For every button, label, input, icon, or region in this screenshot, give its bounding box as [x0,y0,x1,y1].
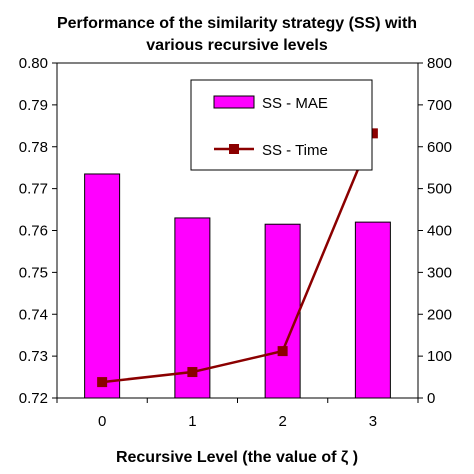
chart-title-line-2: various recursive levels [146,37,328,54]
x-axis-label: Recursive Level (the value of ζ ) [116,449,358,466]
right-tick-label: 700 [427,97,452,114]
right-tick-label: 500 [427,181,452,198]
time-line [101,132,375,384]
right-axis-ticks: 800 700 600 500 400 300 200 100 0 [418,55,452,407]
time-series [97,128,378,388]
left-axis-ticks: 0.80 0.79 0.78 0.77 0.76 0.75 0.74 0.73 0.72 [19,55,57,407]
x-tick-label: 0 [98,413,106,430]
legend-label-mae: SS - MAE [262,95,328,112]
left-tick-label: 0.73 [19,348,48,365]
legend-label-time: SS - Time [262,142,328,159]
right-tick-label: 300 [427,264,452,281]
right-tick-label: 400 [427,223,452,240]
mae-bar [174,217,211,399]
mae-bar [354,221,391,399]
legend-marker-swatch [229,144,239,154]
right-tick-label: 100 [427,348,452,365]
chart-title-line-1: Performance of the similarity strategy (… [57,15,417,32]
left-tick-label: 0.72 [19,390,48,407]
left-tick-label: 0.76 [19,223,48,240]
time-point [97,377,108,388]
x-axis-ticks: 0 1 2 3 [56,398,419,430]
time-point [277,346,288,357]
left-tick-label: 0.74 [19,306,48,323]
legend-bar-swatch [213,95,255,109]
legend-box [190,79,373,171]
plot-frame [56,62,419,399]
x-tick-label: 2 [278,413,286,430]
left-tick-label: 0.80 [19,55,48,72]
x-tick-label: 3 [369,413,377,430]
right-tick-label: 200 [427,306,452,323]
left-tick-label: 0.75 [19,264,48,281]
time-point [187,367,198,378]
x-tick-label: 1 [188,413,196,430]
left-tick-label: 0.78 [19,139,48,156]
right-tick-label: 600 [427,139,452,156]
right-tick-label: 800 [427,55,452,72]
left-tick-label: 0.79 [19,97,48,114]
time-point [367,128,378,139]
left-tick-label: 0.77 [19,181,48,198]
mae-bar [84,173,121,399]
mae-bar [264,223,301,399]
right-tick-label: 0 [427,390,435,407]
legend: SS - MAE SS - Time [190,79,373,171]
